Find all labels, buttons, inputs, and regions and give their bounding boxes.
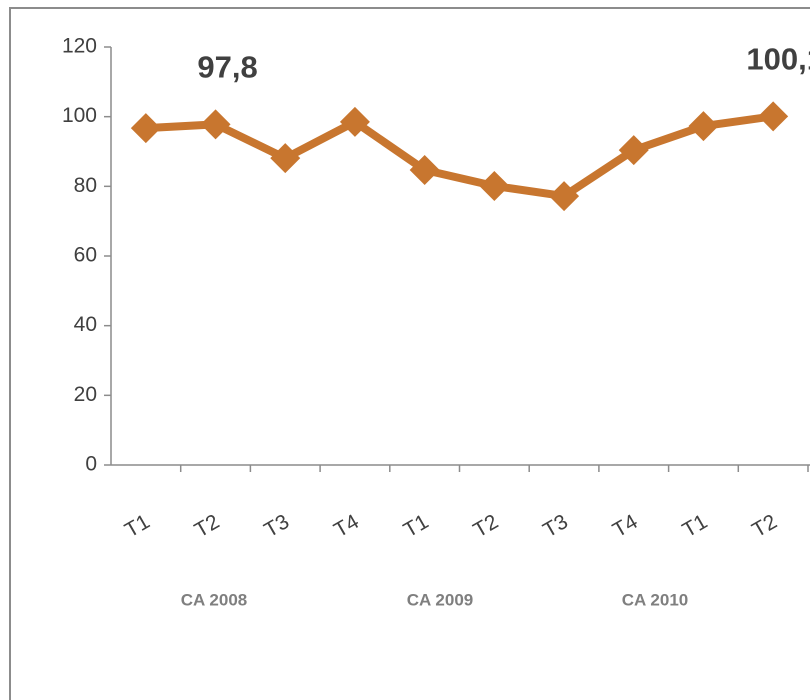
data-marker [618,135,649,166]
data-marker [758,101,789,132]
y-tick-label: 120 [62,35,97,58]
y-tick-label: 100 [62,104,97,127]
group-label: CA 2009 [407,590,473,609]
data-marker [130,113,161,144]
y-tick-label: 80 [74,174,97,197]
y-tick-label: 20 [74,383,97,406]
y-tick-label: 60 [74,244,97,267]
data-marker [409,154,440,185]
value-label: 97,8 [197,50,257,85]
data-marker [479,170,510,201]
data-marker [270,143,301,174]
value-label: 100,1 [746,42,810,77]
y-tick-label: 0 [85,453,97,476]
group-label: CA 2008 [181,590,247,609]
group-label: CA 2010 [622,590,688,609]
y-tick-label: 40 [74,313,97,336]
data-marker [339,106,370,137]
data-marker [200,109,231,140]
data-line [145,112,774,201]
data-marker [549,181,580,212]
data-marker [688,111,719,142]
